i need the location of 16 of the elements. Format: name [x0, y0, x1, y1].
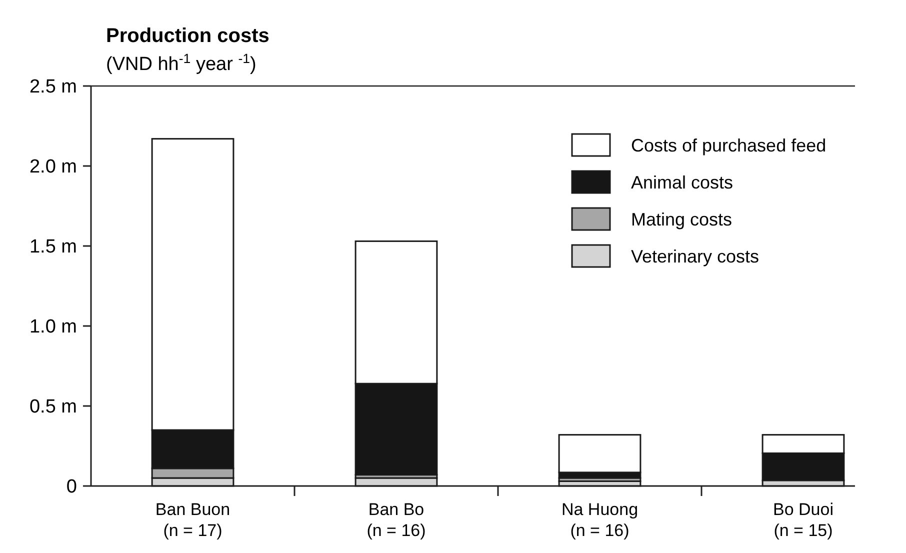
- x-tick-label: Ban Bo (n = 16): [366, 500, 426, 540]
- y-tick-label: 2.0 m: [29, 156, 77, 178]
- legend-label: Veterinary costs: [631, 246, 760, 266]
- x-tick-label: Na Huong (n = 16): [561, 500, 638, 540]
- legend-label: Animal costs: [631, 172, 734, 192]
- y-tick-label: 0.5 m: [29, 396, 77, 418]
- x-tick-label: Ban Buon (n = 17): [155, 500, 230, 540]
- legend-label: Costs of purchased feed: [631, 135, 826, 156]
- chart-title: Production costs: [106, 25, 270, 47]
- y-tick-label: 2.5 m: [29, 76, 77, 98]
- legend-label: Mating costs: [631, 209, 732, 230]
- y-tick-label: 1.5 m: [29, 236, 77, 258]
- y-axis-title: (VND hh$^{-1}$ year $^{-1}$): [106, 50, 256, 75]
- y-tick-label: 1.0 m: [29, 316, 77, 338]
- y-tick-label: 0: [66, 476, 77, 498]
- x-tick-label: Bo Duoi (n = 15): [773, 500, 834, 540]
